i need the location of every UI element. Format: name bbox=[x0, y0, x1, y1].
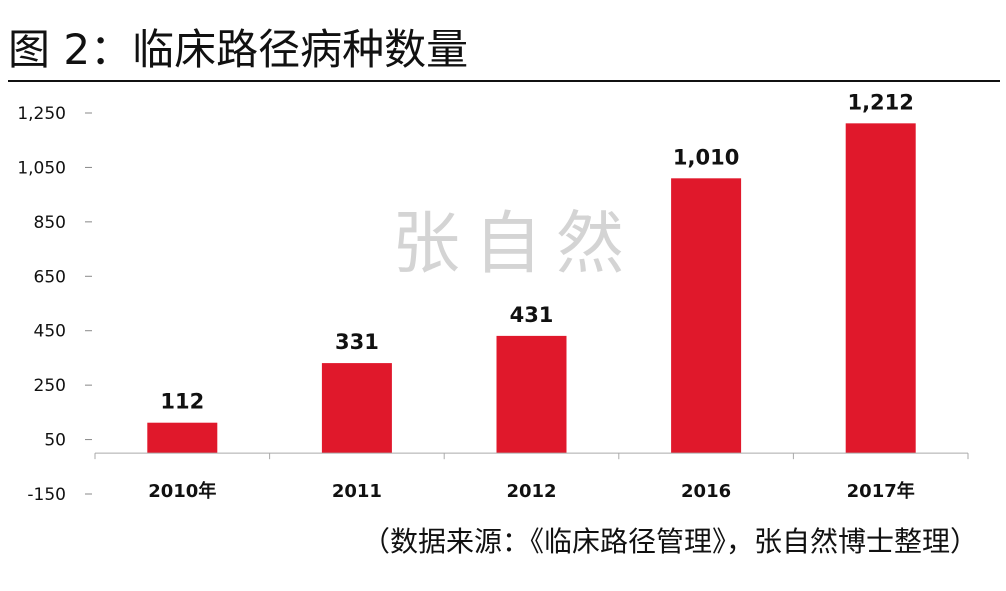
bar bbox=[496, 335, 567, 454]
y-tick-label: 850 bbox=[34, 213, 66, 233]
y-tick-label: 1,050 bbox=[17, 158, 66, 178]
x-tick-label: 2012 bbox=[506, 481, 556, 502]
x-tick-label: 2010年 bbox=[148, 480, 216, 502]
bar-series: 112 331 431 1,010 1,212 bbox=[147, 90, 916, 454]
y-tick-label: 1,250 bbox=[17, 104, 66, 124]
x-tick-label: 2017年 bbox=[847, 480, 915, 502]
data-label: 1,010 bbox=[673, 145, 739, 169]
data-label: 331 bbox=[335, 330, 379, 354]
data-label: 1,212 bbox=[847, 90, 913, 114]
title-underline bbox=[8, 80, 1000, 82]
watermark: 张自然 bbox=[392, 205, 639, 284]
y-axis: -150 50 250 450 650 850 1,050 1,250 bbox=[17, 104, 92, 505]
data-label: 431 bbox=[510, 303, 554, 327]
bar bbox=[321, 363, 392, 454]
source-note: （数据来源：《临床路径管理》，张自然博士整理） bbox=[361, 525, 978, 558]
bar bbox=[147, 422, 218, 454]
y-tick-label: 450 bbox=[34, 322, 66, 342]
x-tick-label: 2011 bbox=[332, 481, 382, 502]
x-axis: 2010年 2011 2012 2016 2017年 bbox=[94, 452, 969, 502]
data-label: 112 bbox=[160, 390, 204, 414]
bar bbox=[845, 123, 916, 454]
y-tick-label: 650 bbox=[34, 267, 66, 287]
x-tick-label: 2016 bbox=[681, 481, 731, 502]
y-tick-label: 250 bbox=[34, 376, 66, 396]
chart-title: 图 2：临床路径病种数量 bbox=[8, 25, 469, 74]
y-tick-label: 50 bbox=[44, 431, 66, 451]
bar bbox=[671, 178, 742, 454]
y-tick-label: -150 bbox=[27, 485, 66, 505]
